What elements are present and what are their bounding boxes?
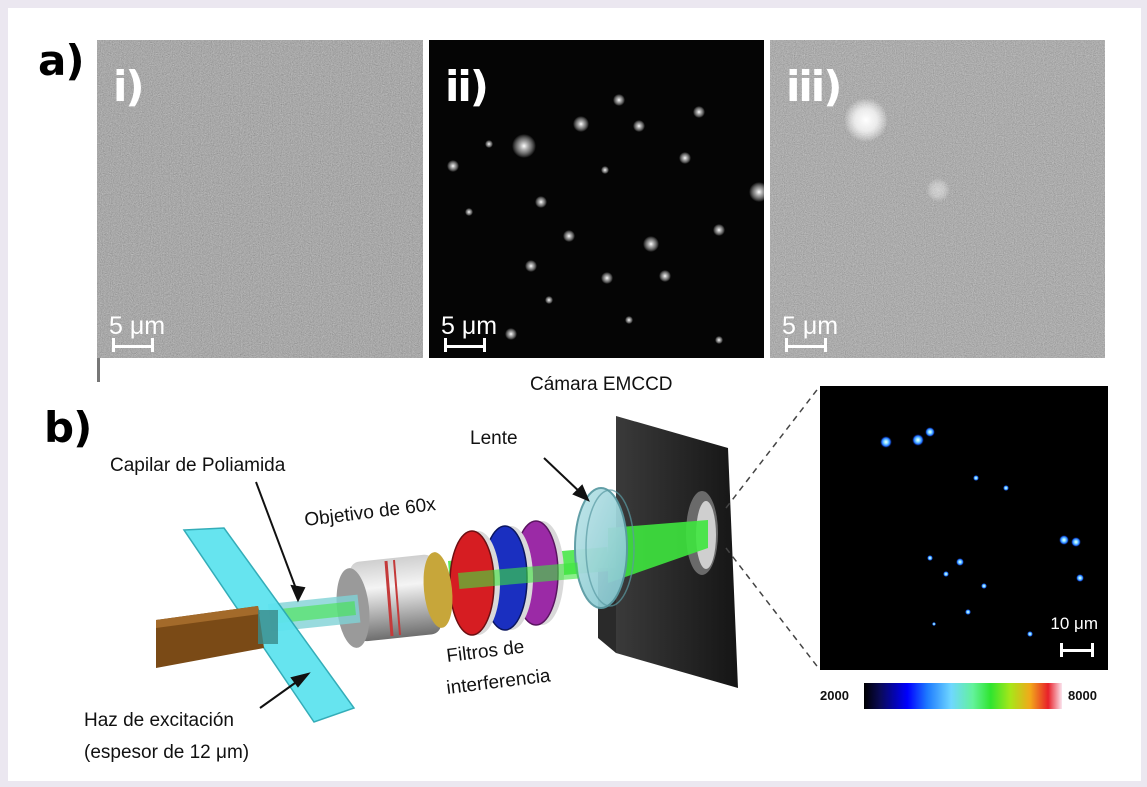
colorbar — [864, 683, 1062, 709]
particle-spot — [563, 230, 575, 242]
fluorescent-particle — [927, 555, 933, 561]
particle-spot — [715, 336, 723, 344]
particle-spot — [447, 160, 459, 172]
particle-spot — [713, 224, 725, 236]
particle-spot — [545, 296, 553, 304]
particle-spot — [693, 106, 705, 118]
capillary-arrow — [255, 481, 299, 595]
fluorescent-particle — [1071, 537, 1081, 547]
particle-spot — [679, 152, 691, 164]
micrograph-ii-label: ii) — [445, 62, 489, 111]
beam-label-line2: (espesor de 12 μm) — [84, 742, 250, 763]
particle-spot — [535, 196, 547, 208]
colorbar-min-label: 2000 — [820, 688, 849, 703]
micrograph-iii-scale-label: 5 μm — [782, 312, 839, 340]
panel-a-label: a) — [38, 36, 85, 85]
micrograph-i-noise — [97, 40, 423, 358]
fluorescence-image: 10 μm — [820, 386, 1108, 670]
particle-spot — [573, 116, 589, 132]
dim-particle — [926, 178, 950, 202]
fluorescent-particle — [932, 622, 936, 626]
particle-spot — [633, 120, 645, 132]
particle-spot — [512, 134, 536, 158]
micrograph-i-scale-label: 5 μm — [109, 312, 166, 340]
particle-spot — [659, 270, 671, 282]
camera-label: Cámara EMCCD — [530, 374, 673, 395]
particle-spot — [601, 272, 613, 284]
lens — [574, 487, 635, 609]
fluorescence-spots — [880, 427, 1084, 637]
particle-spot — [601, 166, 609, 174]
bright-particle — [844, 98, 888, 142]
interference-filters — [449, 520, 579, 636]
particle-spot — [643, 236, 659, 252]
micrograph-iii: iii) 5 μm — [770, 40, 1105, 358]
fluorescent-particle — [956, 558, 964, 566]
colorbar-max-label: 8000 — [1068, 688, 1097, 703]
lens-arrow — [543, 457, 584, 496]
fluorescence-scale-bar — [1060, 643, 1094, 657]
micrograph-iii-label: iii) — [786, 62, 842, 111]
setup-schematic — [156, 385, 821, 723]
fluorescent-particle — [981, 583, 987, 589]
light-source-block — [156, 606, 278, 668]
fluorescent-particle — [912, 434, 924, 446]
particle-spot — [505, 328, 517, 340]
micrograph-iii-noise — [770, 40, 1105, 358]
beam-label-line1: Haz de excitación — [84, 710, 234, 731]
fluorescent-particle — [1003, 485, 1009, 491]
fluorescent-particle — [1076, 574, 1084, 582]
panel-b-label: b) — [44, 403, 92, 452]
micrograph-i-scale-bar — [112, 338, 154, 352]
particle-spot — [525, 260, 537, 272]
zoom-lines — [725, 385, 821, 671]
fluorescent-particle — [973, 475, 979, 481]
particle-spot — [485, 140, 493, 148]
capillary-label: Capilar de Poliamida — [110, 455, 286, 476]
figure: a) i) 5 μm — [8, 8, 1141, 781]
micrograph-ii-scale-bar — [444, 338, 486, 352]
lens-label: Lente — [470, 428, 518, 449]
fluorescent-particle — [943, 571, 949, 577]
micrograph-iii-scale-bar — [785, 338, 827, 352]
fluorescence-scale-label: 10 μm — [1050, 614, 1098, 633]
fluorescent-particle — [925, 427, 935, 437]
micrograph-ii-scale-label: 5 μm — [441, 312, 498, 340]
micrograph-i-label: i) — [113, 62, 145, 111]
particle-spot — [625, 316, 633, 324]
micrograph-ii: ii) 5 μm — [429, 40, 764, 358]
fluorescent-particle — [1059, 535, 1069, 545]
particle-spot — [749, 182, 764, 202]
divider-line — [97, 358, 100, 382]
micrograph-ii-spots — [447, 94, 764, 344]
fluorescent-particle — [880, 436, 892, 448]
particle-spot — [613, 94, 625, 106]
micrograph-i: i) 5 μm — [97, 40, 423, 358]
annotation-arrows — [255, 457, 590, 709]
fluorescent-particle — [1027, 631, 1033, 637]
particle-spot — [465, 208, 473, 216]
fluorescent-particle — [965, 609, 971, 615]
